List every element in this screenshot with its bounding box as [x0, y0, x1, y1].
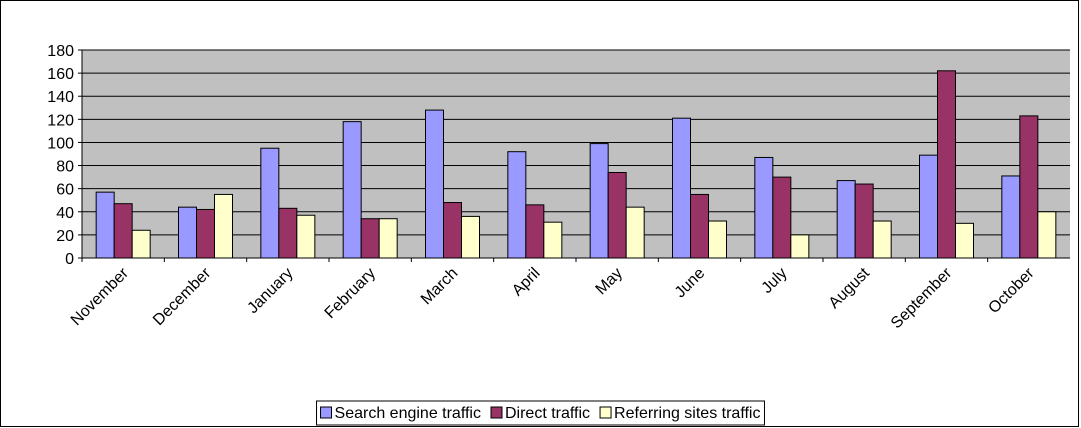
bar	[672, 117, 691, 259]
plot-area	[82, 50, 1070, 258]
legend-swatch	[599, 406, 612, 419]
y-tick-label: 100	[47, 135, 74, 152]
legend-label: Search engine traffic	[335, 405, 481, 422]
bar	[214, 193, 233, 259]
y-tick-label: 140	[47, 89, 74, 106]
y-tick-label: 60	[56, 182, 74, 199]
bar	[772, 176, 792, 259]
bar	[1001, 175, 1021, 259]
bar	[443, 202, 462, 259]
y-tick-label: 160	[47, 66, 74, 83]
y-tick-label: 120	[47, 112, 74, 129]
bar	[1019, 115, 1039, 259]
bar	[919, 154, 938, 259]
bar	[196, 208, 215, 259]
bar	[937, 70, 956, 259]
bar	[461, 215, 480, 259]
y-tick-label: 80	[56, 159, 74, 176]
bar	[507, 151, 527, 259]
bar	[543, 221, 563, 259]
bar	[113, 203, 133, 259]
bar	[625, 206, 645, 259]
bar	[378, 218, 398, 259]
bar	[131, 229, 151, 259]
bar	[525, 204, 545, 259]
bar	[178, 206, 197, 259]
legend-box	[316, 400, 765, 426]
legend: Search engine traffic Direct traffic Refer…	[316, 400, 765, 426]
y-tick-label: 20	[56, 228, 74, 245]
bar	[95, 191, 115, 259]
legend-label: Referring sites traffic	[614, 405, 760, 422]
bar	[589, 143, 609, 259]
legend-swatch	[320, 406, 333, 419]
bar	[278, 207, 298, 259]
y-tick-label: 180	[47, 43, 74, 60]
legend-swatch	[490, 406, 503, 419]
bar	[690, 193, 709, 259]
bar	[955, 222, 974, 259]
bar	[708, 220, 727, 259]
bar	[260, 147, 280, 259]
bar	[1037, 211, 1057, 259]
bar	[425, 109, 444, 259]
bar	[872, 220, 892, 259]
bar	[790, 234, 810, 259]
legend-label: Direct traffic	[505, 405, 590, 422]
y-tick-label: 0	[65, 251, 74, 268]
bar	[607, 171, 627, 259]
bar	[754, 156, 774, 259]
bar	[342, 121, 362, 259]
bar	[836, 180, 856, 259]
y-tick-label: 40	[56, 205, 74, 222]
bar	[854, 183, 874, 259]
bar	[360, 218, 380, 259]
bar	[296, 214, 316, 259]
